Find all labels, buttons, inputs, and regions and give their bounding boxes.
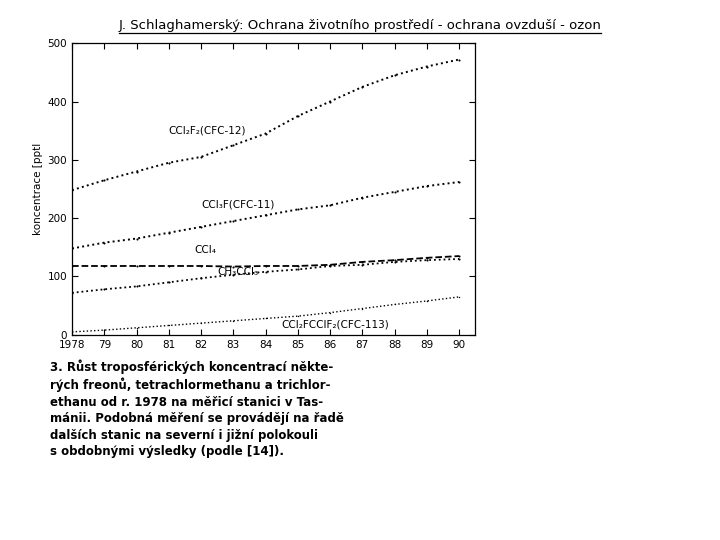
Text: CH₃CCl₃: CH₃CCl₃ xyxy=(217,267,258,278)
Text: J. Schlaghamerský: Ochrana životního prostředí - ochrana ovzduší - ozon: J. Schlaghamerský: Ochrana životního pro… xyxy=(119,19,601,32)
Text: 3. Růst troposférických koncentrací někte-
rých freonů, tetrachlormethanu a tric: 3. Růst troposférických koncentrací někt… xyxy=(50,359,344,458)
Y-axis label: koncentrace [pptl: koncentrace [pptl xyxy=(33,143,43,235)
Text: CCl₂FCClF₂(CFC-113): CCl₂FCClF₂(CFC-113) xyxy=(282,319,390,329)
Text: CCl₃F(CFC-11): CCl₃F(CFC-11) xyxy=(201,200,274,210)
Text: CCl₂F₂(CFC-12): CCl₂F₂(CFC-12) xyxy=(168,126,246,136)
Text: CCl₄: CCl₄ xyxy=(194,245,217,254)
